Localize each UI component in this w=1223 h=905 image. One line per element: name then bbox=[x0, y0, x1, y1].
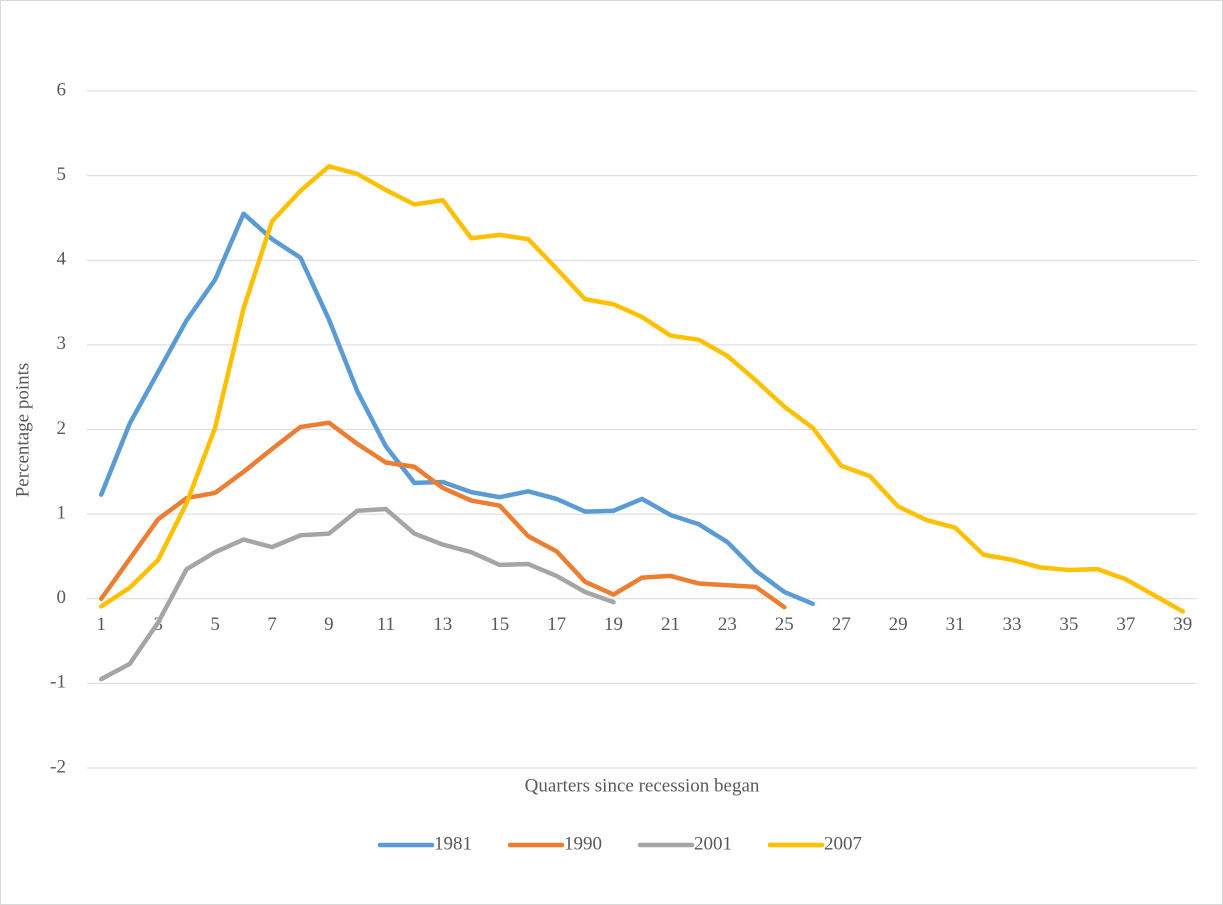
y-tick-label: -2 bbox=[50, 756, 66, 777]
y-tick-label: 4 bbox=[57, 249, 67, 270]
x-tick-label: 37 bbox=[1116, 614, 1135, 635]
series-line bbox=[98, 164, 1186, 614]
x-tick-label: 13 bbox=[433, 614, 452, 635]
x-tick-label: 27 bbox=[832, 614, 851, 635]
x-tick-label: 1 bbox=[96, 614, 106, 635]
series-line bbox=[98, 506, 616, 682]
y-tick-label: 2 bbox=[57, 418, 67, 439]
series-line bbox=[98, 211, 816, 607]
x-tick-label: 19 bbox=[604, 614, 623, 635]
series-line bbox=[98, 420, 787, 610]
x-tick-label: 25 bbox=[775, 614, 794, 635]
x-tick-label: 11 bbox=[377, 614, 395, 635]
x-tick-label: 35 bbox=[1059, 614, 1078, 635]
x-tick-label: 39 bbox=[1173, 614, 1192, 635]
x-tick-label: 9 bbox=[324, 614, 334, 635]
legend-label: 1981 bbox=[434, 833, 472, 854]
x-tick-label: 23 bbox=[718, 614, 737, 635]
y-axis-title: Percentage points bbox=[12, 363, 33, 498]
x-tick-label: 7 bbox=[267, 614, 277, 635]
y-tick-label: 0 bbox=[57, 587, 67, 608]
x-tick-label: 5 bbox=[210, 614, 220, 635]
y-tick-label: -1 bbox=[50, 672, 66, 693]
legend-label: 1990 bbox=[564, 833, 602, 854]
y-tick-label: 6 bbox=[57, 79, 67, 100]
x-tick-label: 17 bbox=[547, 614, 566, 635]
x-axis-title: Quarters since recession began bbox=[525, 775, 760, 796]
x-tick-label: 21 bbox=[661, 614, 680, 635]
x-tick-label: 29 bbox=[889, 614, 908, 635]
y-tick-label: 5 bbox=[57, 164, 67, 185]
x-tick-label: 31 bbox=[946, 614, 965, 635]
y-tick-label: 1 bbox=[57, 502, 67, 523]
y-tick-label: 3 bbox=[57, 333, 67, 354]
x-tick-label: 15 bbox=[490, 614, 509, 635]
legend-label: 2007 bbox=[824, 833, 862, 854]
x-tick-label: 33 bbox=[1003, 614, 1022, 635]
legend-label: 2001 bbox=[694, 833, 732, 854]
